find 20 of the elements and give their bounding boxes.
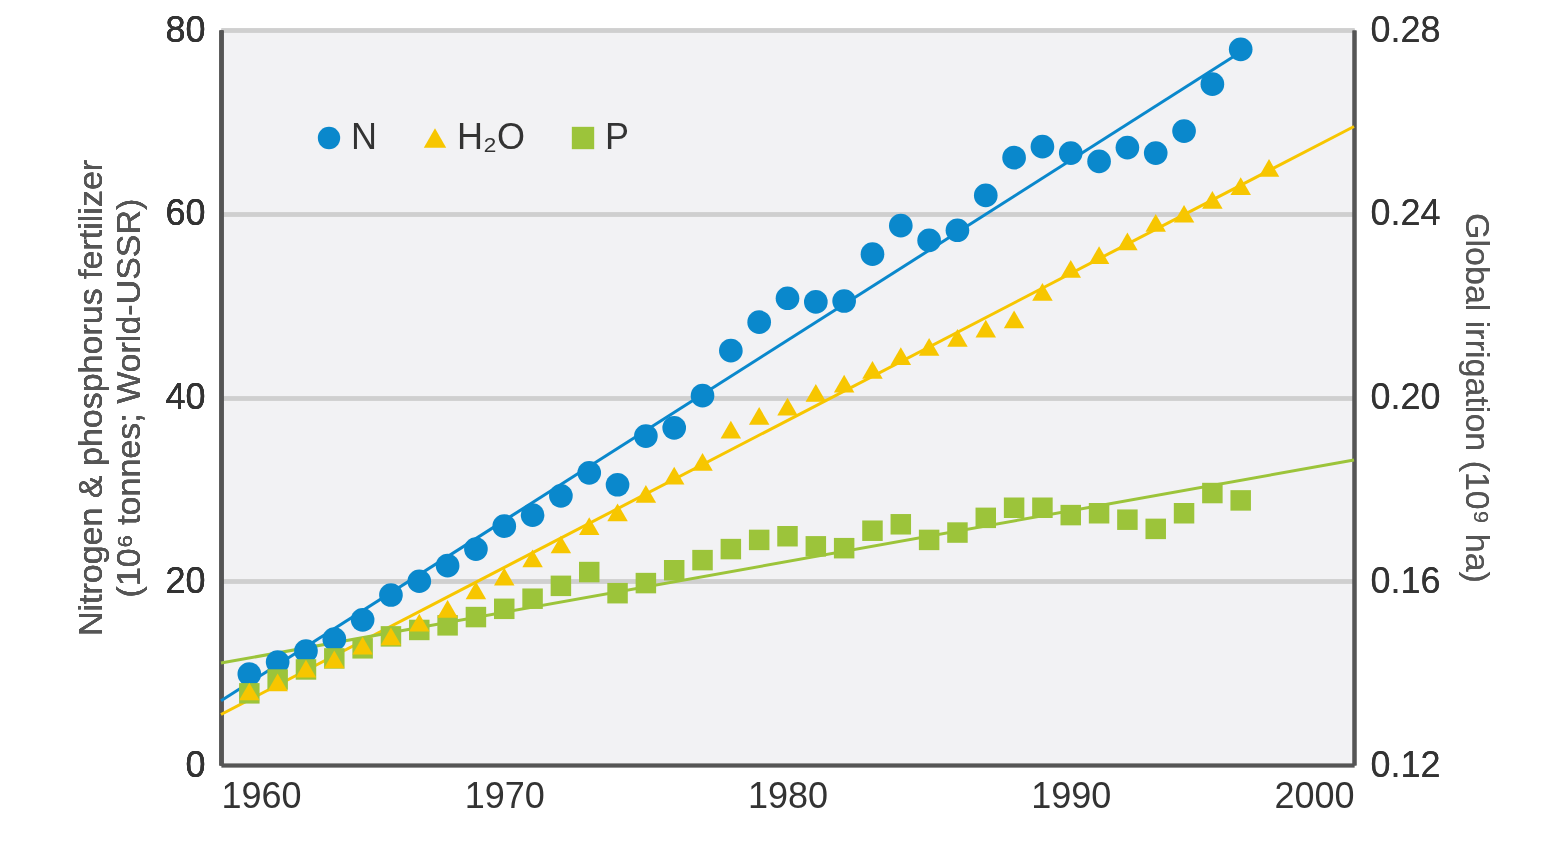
- legend-label: P: [605, 116, 630, 157]
- y2-tick-label: 0.24: [1370, 192, 1441, 234]
- y-tick-label: 60: [165, 192, 206, 234]
- x-tick-label: 1980: [747, 774, 829, 816]
- y2-tick-label: 0.28: [1370, 8, 1441, 50]
- y-axis-title: Nitrogen & phosphorus fertilizer (10⁶ tonnes; World-USSR): [71, 159, 148, 637]
- y2-tick-label: 0.20: [1370, 376, 1441, 417]
- legend-label: N: [351, 116, 377, 157]
- x-tick-label: 1990: [1031, 774, 1112, 816]
- x-tick-label: 1970: [464, 774, 545, 816]
- legend-label: H₂O: [457, 116, 525, 157]
- y-tick-label: 40: [165, 376, 206, 417]
- y2-tick-label: 0.12: [1370, 743, 1441, 785]
- y2-axis-title: Global irrigation (10⁹ ha): [1458, 213, 1497, 583]
- y-tick-label: 80: [165, 8, 206, 50]
- x-tick-label: 1960: [221, 774, 302, 816]
- y2-tick-label: 0.16: [1370, 559, 1441, 601]
- y-tick-label: 20: [165, 559, 206, 601]
- y-tick-label: 0: [185, 743, 206, 785]
- x-tick-label: 2000: [1274, 774, 1355, 816]
